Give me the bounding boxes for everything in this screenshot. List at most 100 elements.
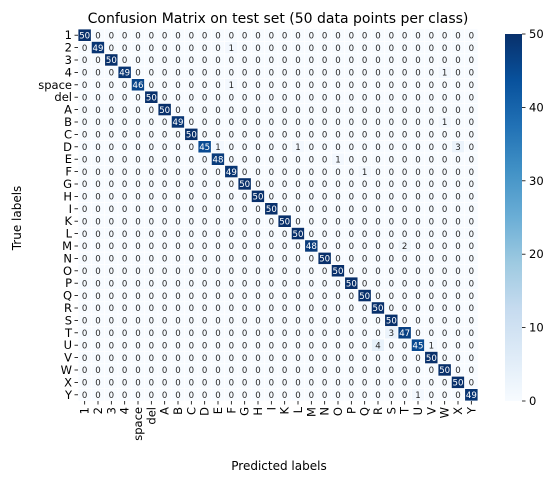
cell-value-label: 0 xyxy=(122,93,127,103)
cell-value-label: 0 xyxy=(269,180,274,190)
cell-value-label: 0 xyxy=(415,106,420,116)
cell-value-label: 0 xyxy=(135,193,140,203)
cell-value-label: 0 xyxy=(362,106,367,116)
cell-value-label: 0 xyxy=(255,230,260,240)
x-tick-label: E xyxy=(211,407,225,414)
cell-value-label: 0 xyxy=(269,56,274,66)
x-tick-label: N xyxy=(318,407,332,416)
cell-value-label: 0 xyxy=(109,391,114,401)
cell-value-label: 0 xyxy=(202,106,207,116)
cell-value-label: 0 xyxy=(82,366,87,376)
cell-value-label: 0 xyxy=(215,205,220,215)
cell-value-label: 0 xyxy=(322,366,327,376)
cell-value-label: 0 xyxy=(269,31,274,41)
cell-value-label: 0 xyxy=(375,329,380,339)
cell-value-label: 0 xyxy=(362,93,367,103)
cell-value-label: 0 xyxy=(455,44,460,54)
cell-value-label: 0 xyxy=(202,304,207,314)
cell-value-label: 0 xyxy=(309,304,314,314)
cell-value-label: 0 xyxy=(255,106,260,116)
cell-value-label: 0 xyxy=(82,255,87,265)
cell-value-label: 0 xyxy=(255,81,260,91)
cell-value-label: 0 xyxy=(255,279,260,289)
y-tick-label: 2 xyxy=(65,41,72,55)
y-tick-label: G xyxy=(63,177,72,191)
cell-value-label: 0 xyxy=(469,255,474,265)
cell-value-label: 0 xyxy=(202,56,207,66)
cell-value-label: 0 xyxy=(442,317,447,327)
cell-value-label: 0 xyxy=(229,93,234,103)
cell-value-label: 0 xyxy=(189,317,194,327)
cell-value-label: 0 xyxy=(362,341,367,351)
cell-value-label: 0 xyxy=(189,118,194,128)
cell-value-label: 0 xyxy=(309,106,314,116)
cell-value-label: 0 xyxy=(202,292,207,302)
cell-value-label: 0 xyxy=(95,205,100,215)
cell-value-label: 0 xyxy=(389,267,394,277)
cell-value-label: 0 xyxy=(82,143,87,153)
cell-value-label: 0 xyxy=(122,391,127,401)
cell-value-label: 0 xyxy=(135,279,140,289)
cell-value-label: 0 xyxy=(109,379,114,389)
cell-value-label: 0 xyxy=(309,44,314,54)
cell-value-label: 0 xyxy=(469,93,474,103)
cell-value-label: 0 xyxy=(455,131,460,141)
y-tick-label: S xyxy=(65,313,72,327)
x-tick-label: C xyxy=(184,407,198,415)
cell-value-label: 0 xyxy=(335,106,340,116)
cell-value-label: 0 xyxy=(269,118,274,128)
cell-value-label: 0 xyxy=(215,317,220,327)
cell-value-label: 0 xyxy=(362,217,367,227)
cell-value-label: 0 xyxy=(309,366,314,376)
cell-value-label: 0 xyxy=(362,56,367,66)
cell-value-label: 0 xyxy=(282,93,287,103)
cell-value-label: 0 xyxy=(175,217,180,227)
cell-value-label: 0 xyxy=(95,69,100,79)
cell-value-label: 0 xyxy=(295,69,300,79)
cell-value-label: 1 xyxy=(429,341,434,351)
cell-value-label: 0 xyxy=(202,118,207,128)
cell-value-label: 0 xyxy=(149,366,154,376)
cell-value-label: 0 xyxy=(469,366,474,376)
cell-value-label: 0 xyxy=(175,193,180,203)
cell-value-label: 0 xyxy=(162,118,167,128)
cell-value-label: 0 xyxy=(95,341,100,351)
cell-value-label: 1 xyxy=(229,44,234,54)
cell-value-label: 0 xyxy=(162,317,167,327)
cell-value-label: 0 xyxy=(202,81,207,91)
cell-value-label: 0 xyxy=(335,230,340,240)
cell-value-label: 0 xyxy=(269,242,274,252)
cell-value-label: 0 xyxy=(402,143,407,153)
cell-value-label: 0 xyxy=(82,56,87,66)
cell-value-label: 0 xyxy=(189,379,194,389)
cell-value-label: 0 xyxy=(122,155,127,165)
cell-value-label: 0 xyxy=(135,391,140,401)
cell-value-label: 0 xyxy=(429,193,434,203)
cell-value-label: 0 xyxy=(162,267,167,277)
x-tick-label: Q xyxy=(358,407,372,416)
y-axis-label: True labels xyxy=(10,186,24,252)
cell-value-label: 0 xyxy=(282,168,287,178)
cell-value-label: 0 xyxy=(469,329,474,339)
cell-value-label: 0 xyxy=(149,354,154,364)
cell-value-label: 0 xyxy=(95,131,100,141)
cell-value-label: 0 xyxy=(429,131,434,141)
x-tick-label: P xyxy=(344,407,358,414)
cell-value-label: 0 xyxy=(349,143,354,153)
y-tick-label: U xyxy=(64,338,72,352)
cell-value-label: 0 xyxy=(202,317,207,327)
cell-value-label: 0 xyxy=(442,267,447,277)
cell-value-label: 0 xyxy=(242,279,247,289)
cell-value-label: 0 xyxy=(269,93,274,103)
cell-value-label: 0 xyxy=(135,267,140,277)
cell-value-label: 0 xyxy=(189,366,194,376)
cell-value-label: 0 xyxy=(269,155,274,165)
cell-value-label: 0 xyxy=(255,267,260,277)
cell-value-label: 0 xyxy=(282,267,287,277)
cell-value-label: 0 xyxy=(295,106,300,116)
cell-value-label: 0 xyxy=(442,44,447,54)
cell-value-label: 0 xyxy=(362,230,367,240)
cell-value-label: 0 xyxy=(282,205,287,215)
cell-value-label: 0 xyxy=(429,217,434,227)
cell-value-label: 0 xyxy=(442,379,447,389)
